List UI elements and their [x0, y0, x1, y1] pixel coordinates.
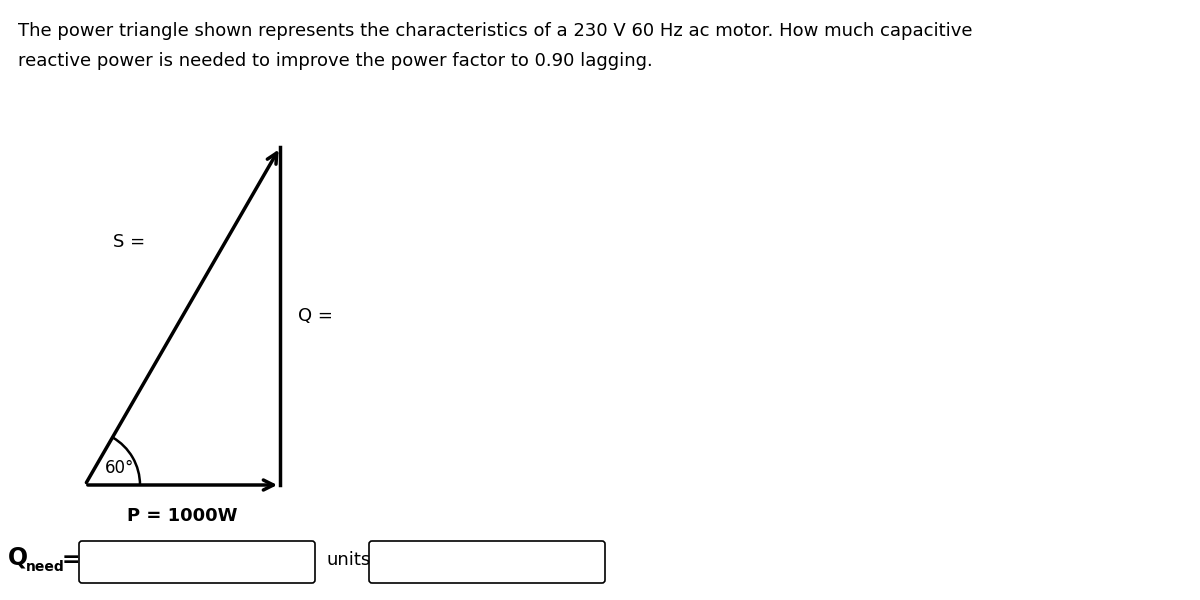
Text: S =: S = — [113, 233, 145, 251]
Text: Q: Q — [8, 546, 28, 570]
Text: units: units — [326, 551, 371, 569]
Text: =: = — [62, 550, 80, 570]
Text: 60°: 60° — [106, 459, 134, 477]
Text: Q =: Q = — [298, 307, 332, 325]
Text: need: need — [26, 560, 65, 574]
FancyBboxPatch shape — [370, 541, 605, 583]
Text: The power triangle shown represents the characteristics of a 230 V 60 Hz ac moto: The power triangle shown represents the … — [18, 22, 972, 40]
FancyBboxPatch shape — [79, 541, 314, 583]
Text: reactive power is needed to improve the power factor to 0.90 lagging.: reactive power is needed to improve the … — [18, 52, 653, 70]
Text: P = 1000W: P = 1000W — [127, 507, 238, 525]
